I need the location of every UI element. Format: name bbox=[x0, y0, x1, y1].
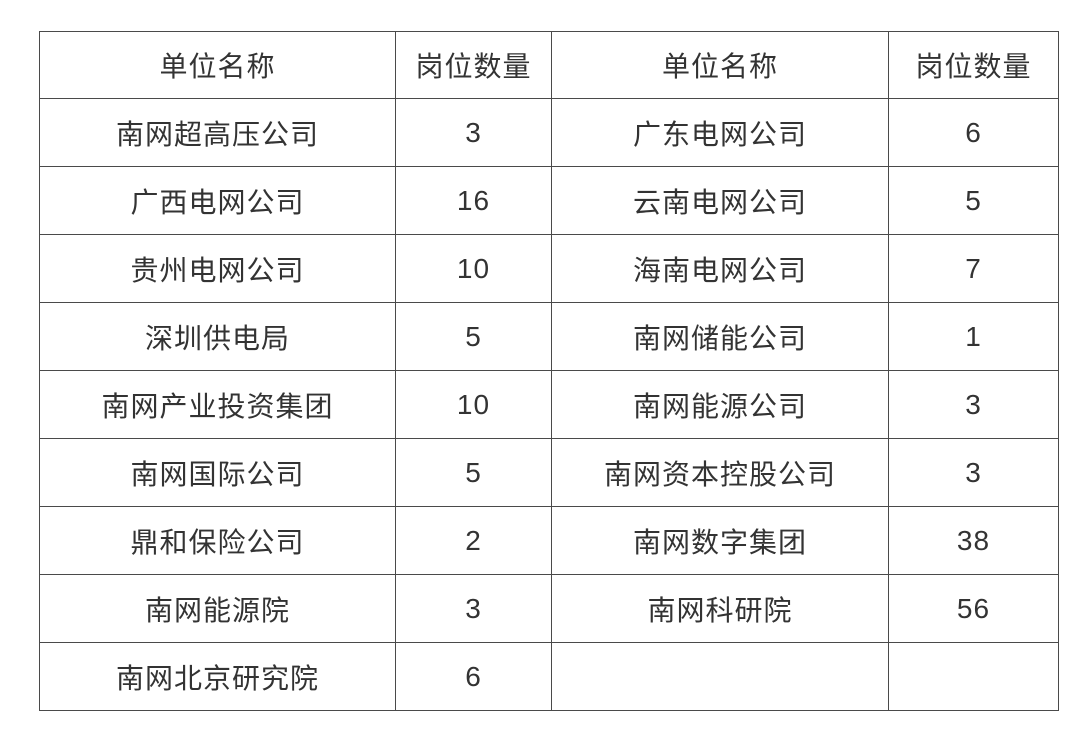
unit-name-cell: 鼎和保险公司 bbox=[39, 506, 396, 575]
unit-name-cell: 南网产业投资集团 bbox=[39, 370, 396, 439]
unit-name-cell: 海南电网公司 bbox=[551, 234, 889, 303]
position-count-cell: 10 bbox=[395, 370, 552, 439]
unit-name-cell: 广西电网公司 bbox=[39, 166, 396, 235]
table-row: 鼎和保险公司 2 南网数字集团 38 bbox=[39, 506, 1059, 575]
table-row: 贵州电网公司 10 海南电网公司 7 bbox=[39, 234, 1059, 303]
position-count-cell: 3 bbox=[888, 370, 1059, 439]
position-count-cell: 56 bbox=[888, 574, 1059, 643]
table-row: 南网国际公司 5 南网资本控股公司 3 bbox=[39, 438, 1059, 507]
header-unit-name-right: 单位名称 bbox=[551, 31, 889, 99]
position-count-cell: 10 bbox=[395, 234, 552, 303]
position-count-cell: 7 bbox=[888, 234, 1059, 303]
position-count-cell: 5 bbox=[395, 302, 552, 371]
table-row: 南网产业投资集团 10 南网能源公司 3 bbox=[39, 370, 1059, 439]
position-count-cell: 3 bbox=[395, 98, 552, 167]
position-count-cell: 1 bbox=[888, 302, 1059, 371]
position-count-cell: 3 bbox=[395, 574, 552, 643]
table-row: 南网能源院 3 南网科研院 56 bbox=[39, 574, 1059, 643]
header-unit-name-left: 单位名称 bbox=[39, 31, 396, 99]
table-row: 南网超高压公司 3 广东电网公司 6 bbox=[39, 98, 1059, 167]
header-row: 单位名称 岗位数量 单位名称 岗位数量 bbox=[39, 31, 1059, 99]
position-count-cell: 2 bbox=[395, 506, 552, 575]
position-count-cell: 6 bbox=[395, 642, 552, 711]
table-row: 深圳供电局 5 南网储能公司 1 bbox=[39, 302, 1059, 371]
position-count-cell: 38 bbox=[888, 506, 1059, 575]
unit-name-cell: 南网能源院 bbox=[39, 574, 396, 643]
unit-name-cell: 南网能源公司 bbox=[551, 370, 889, 439]
unit-name-cell: 广东电网公司 bbox=[551, 98, 889, 167]
positions-table: 单位名称 岗位数量 单位名称 岗位数量 南网超高压公司 3 广东电网公司 6 广… bbox=[39, 31, 1059, 711]
header-position-count-right: 岗位数量 bbox=[888, 31, 1059, 99]
unit-name-cell: 云南电网公司 bbox=[551, 166, 889, 235]
position-count-cell: 16 bbox=[395, 166, 552, 235]
unit-name-cell: 南网储能公司 bbox=[551, 302, 889, 371]
position-count-cell: 6 bbox=[888, 98, 1059, 167]
table-row: 广西电网公司 16 云南电网公司 5 bbox=[39, 166, 1059, 235]
unit-name-cell: 贵州电网公司 bbox=[39, 234, 396, 303]
unit-name-cell bbox=[551, 642, 889, 711]
unit-name-cell: 南网超高压公司 bbox=[39, 98, 396, 167]
position-count-cell bbox=[888, 642, 1059, 711]
header-position-count-left: 岗位数量 bbox=[395, 31, 552, 99]
unit-name-cell: 南网北京研究院 bbox=[39, 642, 396, 711]
unit-name-cell: 南网资本控股公司 bbox=[551, 438, 889, 507]
position-count-cell: 5 bbox=[888, 166, 1059, 235]
unit-name-cell: 南网国际公司 bbox=[39, 438, 396, 507]
position-count-cell: 3 bbox=[888, 438, 1059, 507]
unit-name-cell: 南网科研院 bbox=[551, 574, 889, 643]
unit-name-cell: 南网数字集团 bbox=[551, 506, 889, 575]
table-row: 南网北京研究院 6 bbox=[39, 642, 1059, 711]
position-count-cell: 5 bbox=[395, 438, 552, 507]
unit-name-cell: 深圳供电局 bbox=[39, 302, 396, 371]
